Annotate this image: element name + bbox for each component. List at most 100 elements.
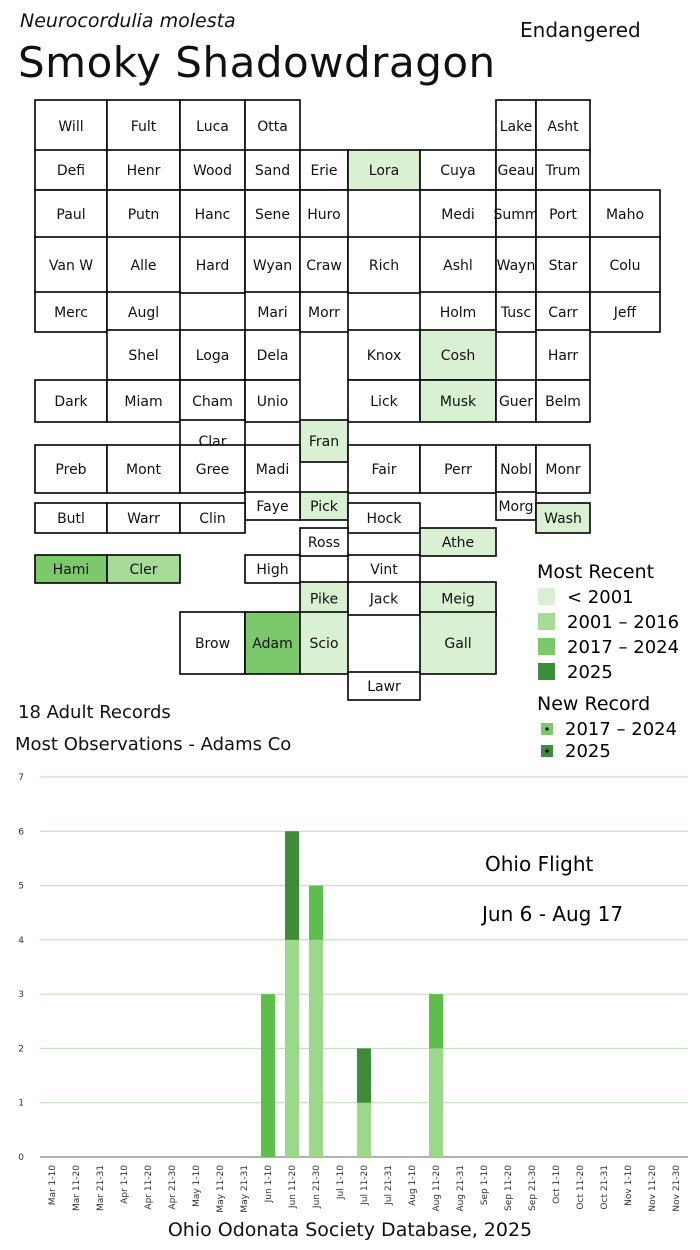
county-augl: Augl <box>106 291 181 333</box>
county-label: Trum <box>545 163 581 179</box>
county-label: Holm <box>440 305 477 321</box>
county-label: Musk <box>440 394 477 410</box>
bar-segment <box>261 994 275 1157</box>
county-craw: Craw <box>299 236 349 294</box>
new-record-dot <box>545 749 549 753</box>
county-label: Perr <box>444 462 472 478</box>
county-cham: Cham <box>179 379 246 423</box>
county-high: High <box>244 554 301 584</box>
county-hard: Hard <box>179 236 246 294</box>
county-warr: Warr <box>106 502 181 534</box>
county-gall: Gall <box>419 611 497 675</box>
y-tick-label: 0 <box>18 1153 24 1163</box>
x-tick-label: Apr 1-10 <box>120 1165 130 1204</box>
county-label: Unio <box>257 394 289 410</box>
county-wood: Wood <box>179 149 246 191</box>
legend-swatch <box>538 588 555 605</box>
legend-label: < 2001 <box>567 587 634 608</box>
county-miam: Miam <box>106 379 181 423</box>
county-label: Loga <box>196 348 230 364</box>
x-tick-label: Jun 11-20 <box>288 1165 298 1209</box>
county-label: Miam <box>124 394 162 410</box>
x-tick-label: Aug 11-20 <box>432 1165 442 1212</box>
county-label: Warr <box>127 511 160 527</box>
county-maho: Maho <box>589 189 661 239</box>
county-ross: Ross <box>299 527 349 557</box>
county-label: Jeff <box>613 305 637 321</box>
county-ashl: Ashl <box>419 236 497 294</box>
county-knox: Knox <box>347 329 421 381</box>
county-hami: Hami <box>34 554 108 584</box>
legend-new-item: 2025 <box>541 741 611 762</box>
county-label: Guer <box>499 394 533 410</box>
y-tick-label: 2 <box>18 1044 24 1054</box>
county-carr: Carr <box>535 291 591 333</box>
county-label: Carr <box>548 305 578 321</box>
county-mont: Mont <box>106 444 181 494</box>
county-label: Morr <box>308 305 340 321</box>
county-label: Fult <box>131 119 157 135</box>
county-henr: Henr <box>106 149 181 191</box>
x-tick-label: Aug 21-31 <box>456 1165 466 1212</box>
conservation-status: Endangered <box>520 18 641 42</box>
flight-annotation-title: Ohio Flight <box>485 852 594 876</box>
x-tick-label: Sep 1-10 <box>480 1165 490 1206</box>
county-label: Jack <box>369 592 399 608</box>
x-tick-label: Jul 1-10 <box>336 1165 346 1200</box>
map-legend: Most Recent < 2001 2001 – 2016 2017 – 2024… <box>537 561 679 762</box>
county-label: Gall <box>444 636 471 652</box>
legend-new-record-title: New Record <box>537 693 650 715</box>
county-star: Star <box>535 236 591 294</box>
county-huro: Huro <box>299 189 349 239</box>
county-unio: Unio <box>244 379 301 423</box>
y-tick-label: 3 <box>18 990 24 1000</box>
x-tick-label: May 1-10 <box>192 1165 202 1207</box>
county-label: Alle <box>131 258 157 274</box>
county-morg: Morg <box>495 491 537 521</box>
county-label: Belm <box>545 394 581 410</box>
county-label: Erie <box>310 163 337 179</box>
county-lake: Lake <box>495 99 537 153</box>
x-tick-label: Mar 1-10 <box>48 1165 58 1206</box>
x-tick-label: Apr 21-30 <box>168 1165 178 1210</box>
county-label: Brow <box>195 636 230 652</box>
county-label: Hami <box>53 562 90 578</box>
county-label: Cler <box>129 562 157 578</box>
county-clin: Clin <box>179 502 246 534</box>
county-label: Wyan <box>253 258 292 274</box>
county-mari: Mari <box>244 291 301 333</box>
county-will: Will <box>34 99 108 153</box>
county-nobl: Nobl <box>495 444 537 494</box>
county-label: Adam <box>252 636 292 652</box>
y-tick-label: 5 <box>18 882 24 892</box>
county-paul: Paul <box>34 189 108 239</box>
county-label: Lawr <box>367 679 401 695</box>
county-merc: Merc <box>34 291 108 333</box>
county-label: Sene <box>255 207 290 223</box>
county-morr: Morr <box>299 291 349 333</box>
legend-new-item: 2017 – 2024 <box>541 719 677 740</box>
county-van-w: Van W <box>34 236 108 294</box>
county-label: Ross <box>308 535 340 551</box>
county-label: Merc <box>54 305 88 321</box>
county-madi: Madi <box>244 444 301 494</box>
legend-label: 2001 – 2016 <box>567 612 679 633</box>
county-jack: Jack <box>347 581 421 616</box>
x-tick-label: Jun 21-30 <box>312 1165 322 1209</box>
county-vint: Vint <box>347 554 421 584</box>
county-tusc: Tusc <box>495 291 537 333</box>
legend-item: 2025 <box>538 662 613 683</box>
county-faye: Faye <box>244 491 301 521</box>
county-geau: Geau <box>495 149 537 191</box>
legend-item: 2001 – 2016 <box>538 612 679 633</box>
county-label: Morg <box>498 499 533 515</box>
county-colu: Colu <box>589 236 661 294</box>
county-lawr: Lawr <box>347 671 421 701</box>
legend-new-label: 2017 – 2024 <box>565 719 677 740</box>
county-label: Mari <box>257 305 287 321</box>
most-observations: Most Observations - Adams Co <box>15 734 292 755</box>
county-label: Otta <box>257 119 288 135</box>
county-label: Hock <box>367 511 403 527</box>
county-label: Harr <box>548 348 579 364</box>
flight-period-chart: 0 1 2 3 4 5 6 7 Mar 1-10 Mar 11-20 Mar 21-31 Apr 1… <box>18 773 688 1213</box>
